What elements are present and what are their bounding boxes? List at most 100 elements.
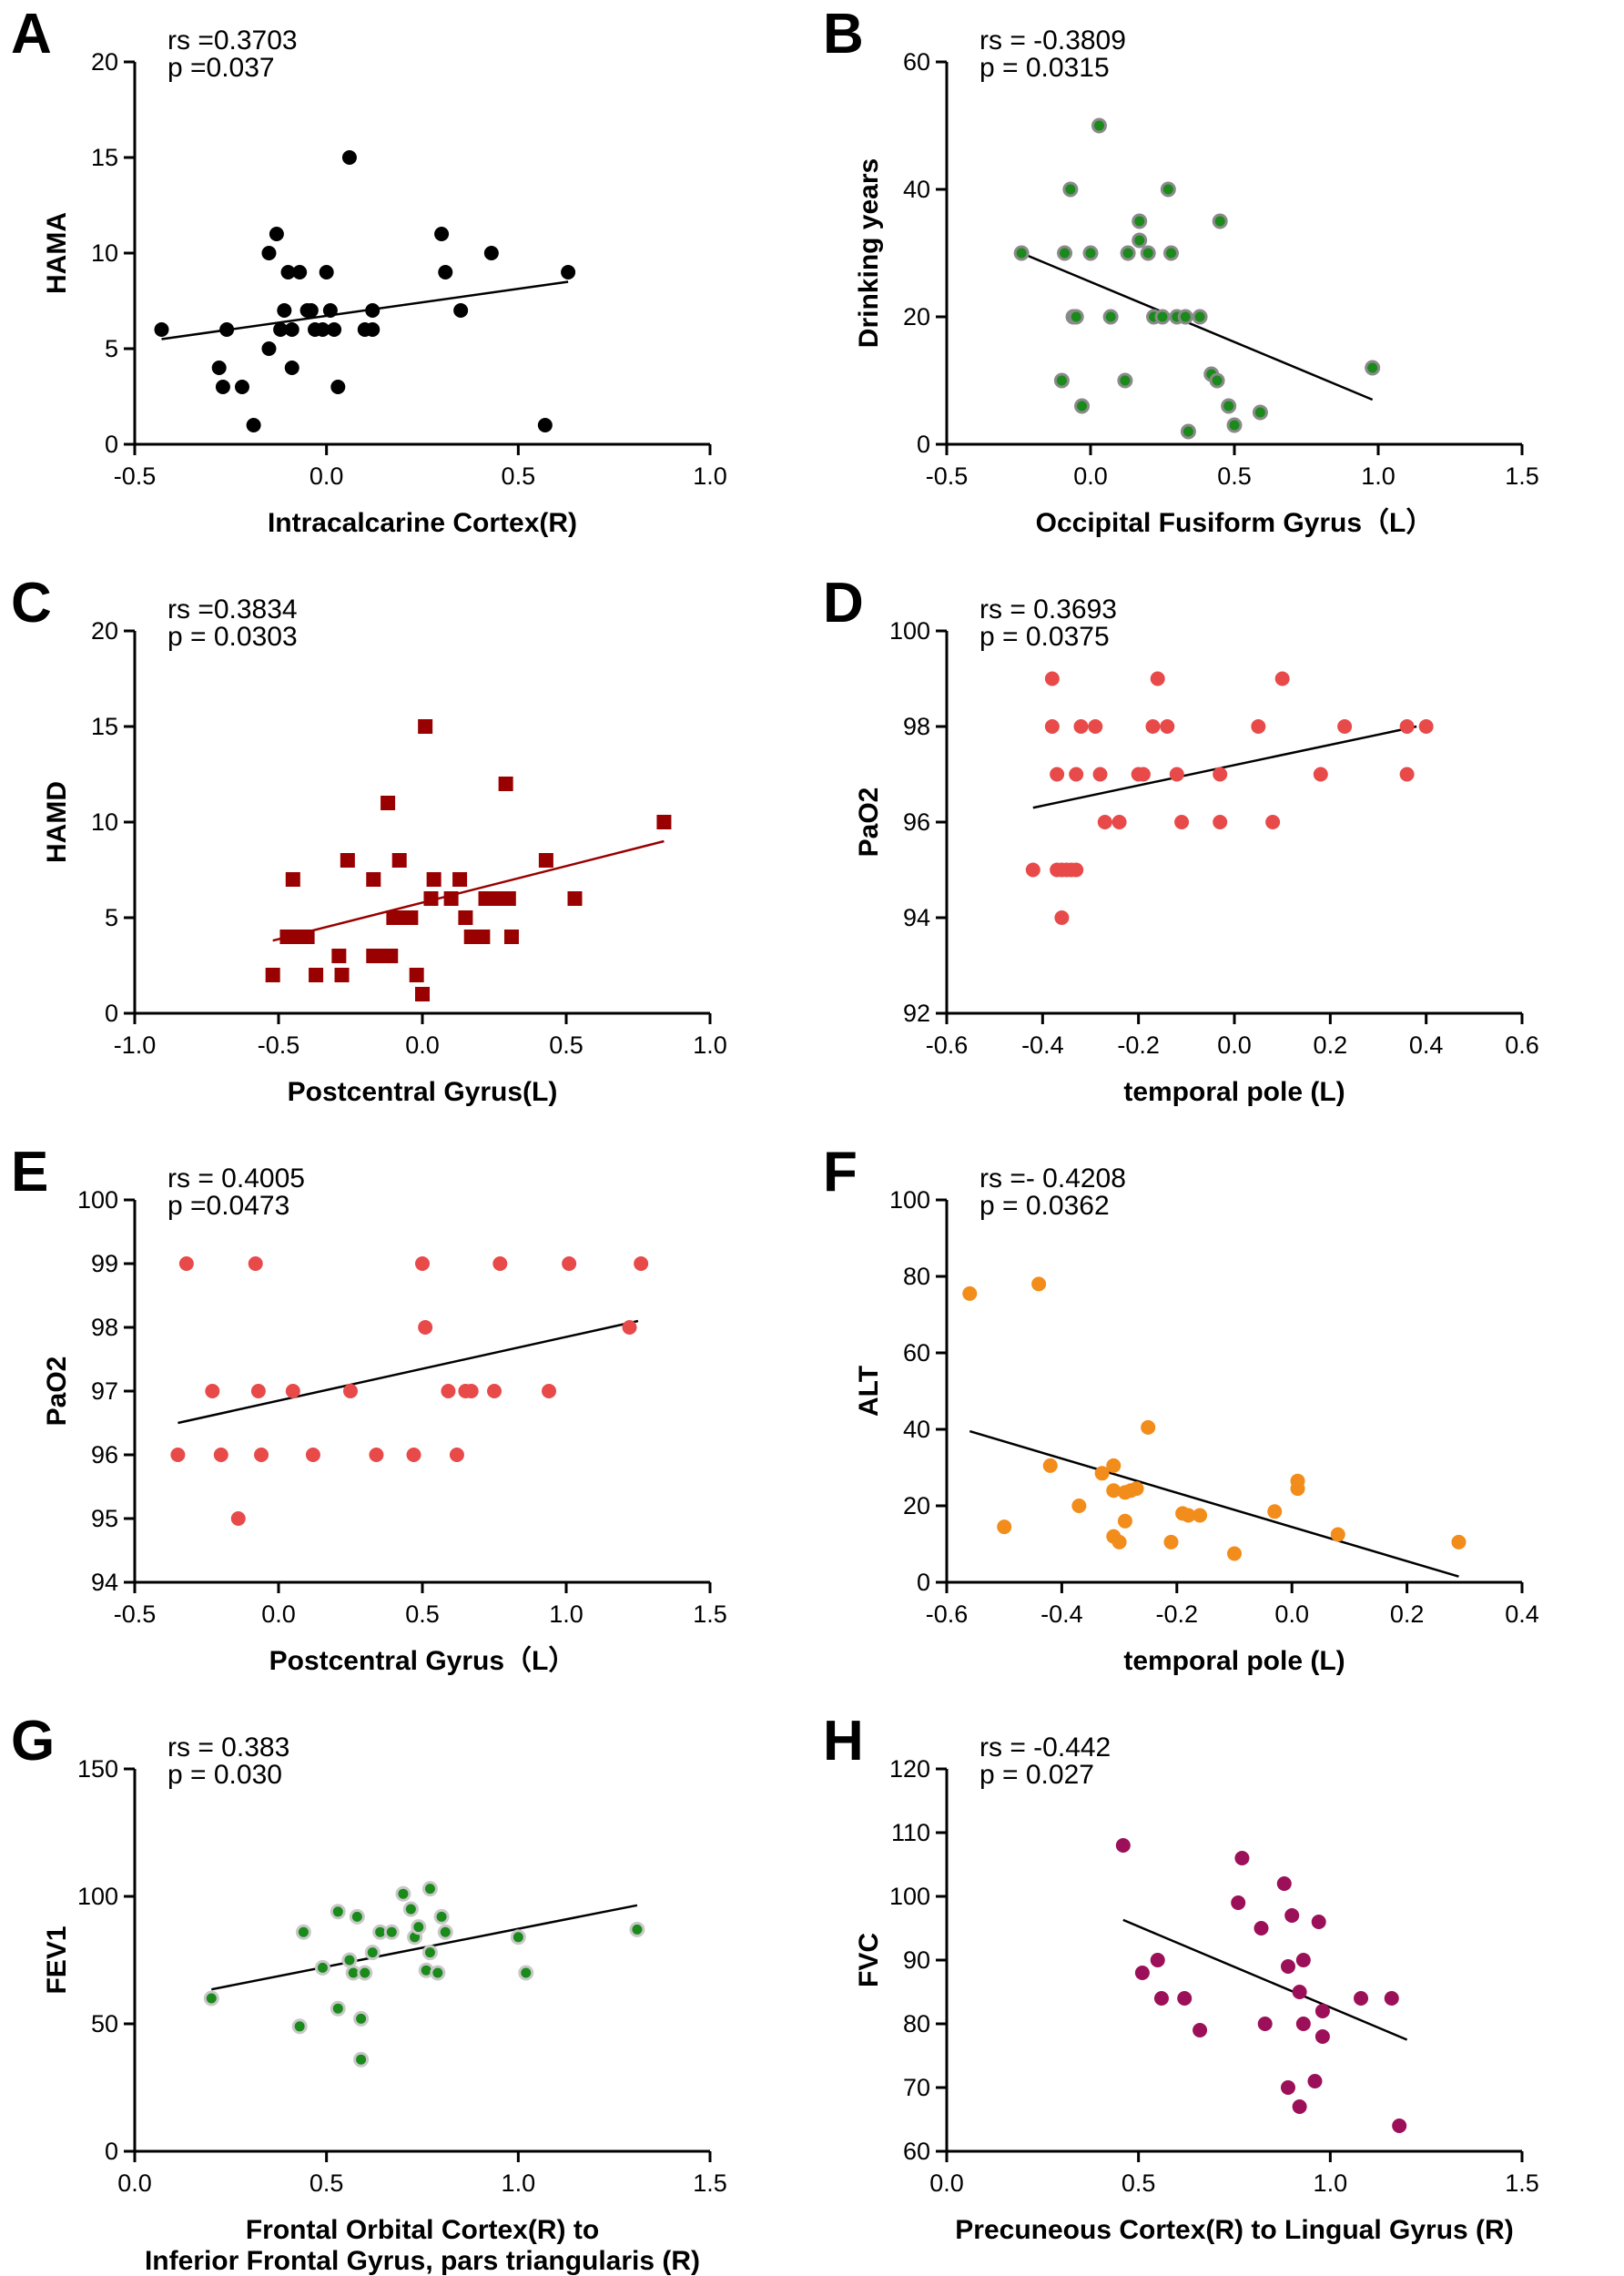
data-point [1295, 2017, 1311, 2031]
data-point [443, 891, 459, 906]
y-tick-label: 20 [903, 1492, 930, 1519]
data-point [1153, 1991, 1169, 2006]
y-tick-label: 100 [77, 1883, 118, 1910]
y-tick-label: 98 [903, 713, 930, 740]
data-point [656, 815, 672, 829]
data-point [319, 265, 334, 279]
data-point [438, 265, 453, 279]
stat-p: p =0.0473 [167, 1191, 289, 1221]
data-point [330, 380, 346, 394]
panel-E: E 94 95 96 97 98 99 100 -0.5 0.0 0.5 1.0 1.5 Postcent… [0, 1138, 812, 1707]
data-point [634, 1256, 649, 1271]
data-point [213, 1448, 228, 1462]
data-point [246, 418, 261, 432]
x-tick-label: 0.4 [1505, 1600, 1539, 1628]
data-point [1314, 2029, 1330, 2044]
data-point [1276, 1876, 1292, 1891]
data-point [1088, 719, 1103, 734]
x-tick-label: -0.2 [1156, 1600, 1199, 1628]
data-point [170, 1448, 186, 1462]
panel-A: A 0 5 10 15 20 -0.5 0.0 0.5 1.0 Intracalcarine Cor… [0, 0, 812, 569]
data-point [418, 719, 433, 734]
stat-p: p = 0.0315 [979, 53, 1110, 83]
y-tick-label: 97 [91, 1377, 118, 1405]
data-point [305, 1448, 320, 1462]
data-point [334, 968, 350, 982]
data-point [1013, 245, 1030, 261]
data-point [434, 227, 450, 241]
y-tick-label: 15 [91, 713, 118, 740]
data-point [1177, 1991, 1193, 2006]
panel-letter: G [11, 1710, 55, 1773]
x-tick-label: -0.6 [926, 1031, 969, 1059]
data-point [295, 1924, 311, 1940]
data-point [1031, 1276, 1047, 1292]
y-axis-title: HAMA [42, 212, 72, 294]
data-point [1193, 2023, 1208, 2037]
data-point [254, 1448, 269, 1462]
y-tick-label: 96 [903, 808, 930, 836]
y-tick-label: 110 [891, 1819, 930, 1846]
x-tick-label: -0.4 [1021, 1031, 1064, 1059]
data-point [1337, 719, 1353, 734]
data-point [1213, 767, 1228, 782]
data-point [1231, 1895, 1246, 1910]
data-point [1181, 1508, 1196, 1523]
data-point [309, 968, 324, 982]
data-point [1082, 245, 1099, 261]
x-tick-label: 0.0 [117, 2169, 152, 2197]
data-point [498, 777, 513, 791]
y-tick-label: 40 [903, 176, 930, 203]
data-point [331, 949, 347, 963]
data-point [415, 987, 430, 1001]
data-point [1154, 309, 1171, 325]
data-point [1054, 910, 1070, 925]
scatter-plot-G: G 0 50 100 150 0.0 0.5 1.0 1.5 Frontal Orbital Co… [11, 1710, 727, 2276]
data-point [562, 1256, 577, 1271]
data-point [395, 1885, 411, 1902]
data-point [1117, 1513, 1132, 1529]
stat-rs: rs = 0.383 [167, 1732, 289, 1763]
data-point [369, 1448, 384, 1462]
data-point [1274, 671, 1290, 686]
data-point [1044, 719, 1060, 734]
data-point [1145, 719, 1161, 734]
x-tick-label: 0.0 [1217, 1031, 1252, 1059]
data-point [1234, 1851, 1250, 1865]
data-point [441, 1384, 456, 1398]
data-point [463, 1384, 479, 1398]
data-point [1227, 1546, 1242, 1561]
y-axis-title: Drinking years [854, 158, 884, 348]
data-point [303, 303, 319, 318]
y-tick-label: 5 [105, 335, 118, 362]
panel-letter: A [11, 3, 52, 66]
data-point [403, 910, 419, 925]
data-point [1120, 245, 1136, 261]
data-point [1384, 1991, 1399, 2006]
panel-letter: H [823, 1710, 864, 1773]
data-point [962, 1285, 978, 1301]
data-point [1192, 309, 1208, 325]
data-point [1313, 767, 1328, 782]
data-point [365, 322, 381, 337]
data-point [501, 891, 516, 906]
x-tick-label: -0.4 [1040, 1600, 1083, 1628]
stat-rs: rs = 0.3693 [979, 594, 1117, 625]
stat-p: p = 0.0303 [167, 622, 298, 652]
data-point [1042, 1458, 1058, 1473]
data-point [383, 949, 399, 963]
data-point [1160, 719, 1175, 734]
y-tick-label: 99 [91, 1250, 118, 1277]
data-point [315, 322, 330, 337]
y-tick-label: 50 [91, 2010, 118, 2037]
x-tick-label: 0.2 [1314, 1031, 1348, 1059]
y-tick-label: 10 [91, 808, 118, 836]
scatter-plot-H: H 60 70 80 90 100 110 120 0.0 0.5 1.0 1.5 Precuneous… [823, 1710, 1539, 2245]
data-point [386, 910, 401, 925]
data-point [203, 1990, 219, 2007]
data-point [449, 1448, 464, 1462]
data-point [1295, 1953, 1311, 1967]
data-point [341, 1952, 358, 1968]
data-point [1213, 815, 1228, 829]
y-tick-label: 90 [903, 1946, 930, 1974]
